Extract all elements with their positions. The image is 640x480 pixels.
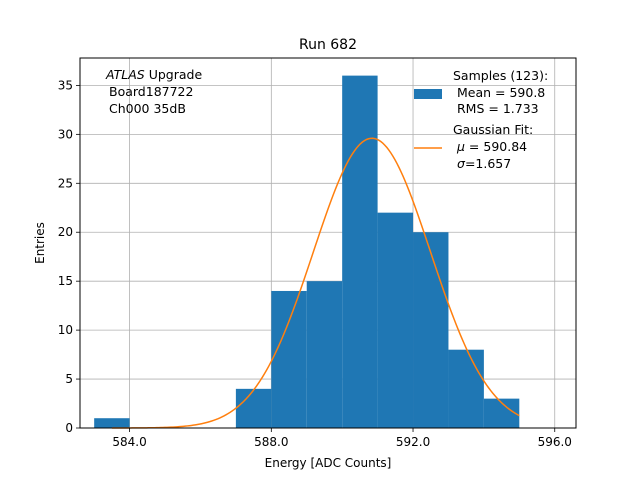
legend-fit-mu-symbol: μ (456, 139, 465, 154)
legend-samples-mean: Mean = 590.8 (457, 85, 545, 100)
legend-fit-title: Gaussian Fit: (453, 122, 533, 137)
legend-samples-title: Samples (123): (453, 68, 548, 83)
gaussian-fit-curve (111, 137, 520, 429)
y-tick-label: 30 (58, 127, 73, 141)
histogram-bars (94, 75, 520, 428)
histogram-bar (413, 232, 449, 428)
annotation-channel: Ch000 35dB (109, 101, 186, 116)
legend-samples-swatch (414, 89, 442, 99)
x-axis-label: Energy [ADC Counts] (265, 456, 392, 470)
y-tick-label: 5 (65, 372, 73, 386)
chart-title: Run 682 (299, 37, 357, 53)
y-tick-label: 15 (58, 274, 73, 288)
y-tick-label: 20 (58, 225, 73, 239)
legend-fit-sigma-symbol: σ (457, 156, 466, 171)
histogram-bar (306, 281, 343, 428)
y-tick-label: 25 (58, 176, 73, 190)
x-tick-label: 588.0 (254, 435, 288, 449)
legend-fit-mu-value: = 590.84 (465, 139, 527, 154)
histogram-bar (271, 290, 307, 428)
annotation-experiment: ATLAS (105, 67, 145, 82)
plot-frame (79, 57, 577, 429)
legend-fit-sigma: σ=1.657 (457, 156, 511, 171)
annotation-board: Board187722 (109, 84, 193, 99)
annotation-experiment-suffix: Upgrade (145, 67, 203, 82)
x-tick-label: 584.0 (112, 435, 146, 449)
histogram-bar (377, 212, 414, 428)
annotation-line-1: ATLAS Upgrade (105, 67, 202, 82)
x-tick-label: 596.0 (538, 435, 572, 449)
legend-fit-sigma-value: =1.657 (465, 156, 511, 171)
legend-fit-mu: μ = 590.84 (456, 139, 527, 154)
annotation-box: ATLAS Upgrade Board187722 Ch000 35dB (105, 67, 202, 116)
y-tick-label: 35 (58, 78, 73, 92)
legend-samples-rms: RMS = 1.733 (457, 101, 539, 116)
y-tick-label: 10 (58, 323, 73, 337)
x-axis-ticks: 584.0 588.0 592.0 596.0 (112, 428, 572, 449)
gaussian-fit (111, 137, 520, 429)
y-axis-label: Entries (33, 222, 47, 264)
legend: Samples (123): Mean = 590.8 RMS = 1.733 … (414, 68, 548, 171)
histogram-bar (94, 418, 130, 428)
histogram-bar (342, 75, 378, 428)
x-tick-label: 592.0 (396, 435, 430, 449)
histogram-bar (235, 388, 272, 428)
y-tick-label: 0 (65, 421, 73, 435)
y-axis-ticks: 0 5 10 15 20 25 30 35 (58, 78, 80, 435)
histogram-bar (448, 349, 484, 428)
